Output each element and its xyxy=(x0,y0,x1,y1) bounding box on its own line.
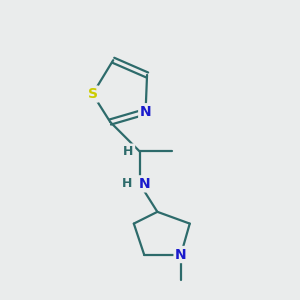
Text: S: S xyxy=(88,87,98,101)
Text: H: H xyxy=(122,177,133,190)
Text: N: N xyxy=(140,105,152,119)
Text: H: H xyxy=(123,145,134,158)
Text: N: N xyxy=(139,177,151,191)
Text: N: N xyxy=(175,248,187,262)
